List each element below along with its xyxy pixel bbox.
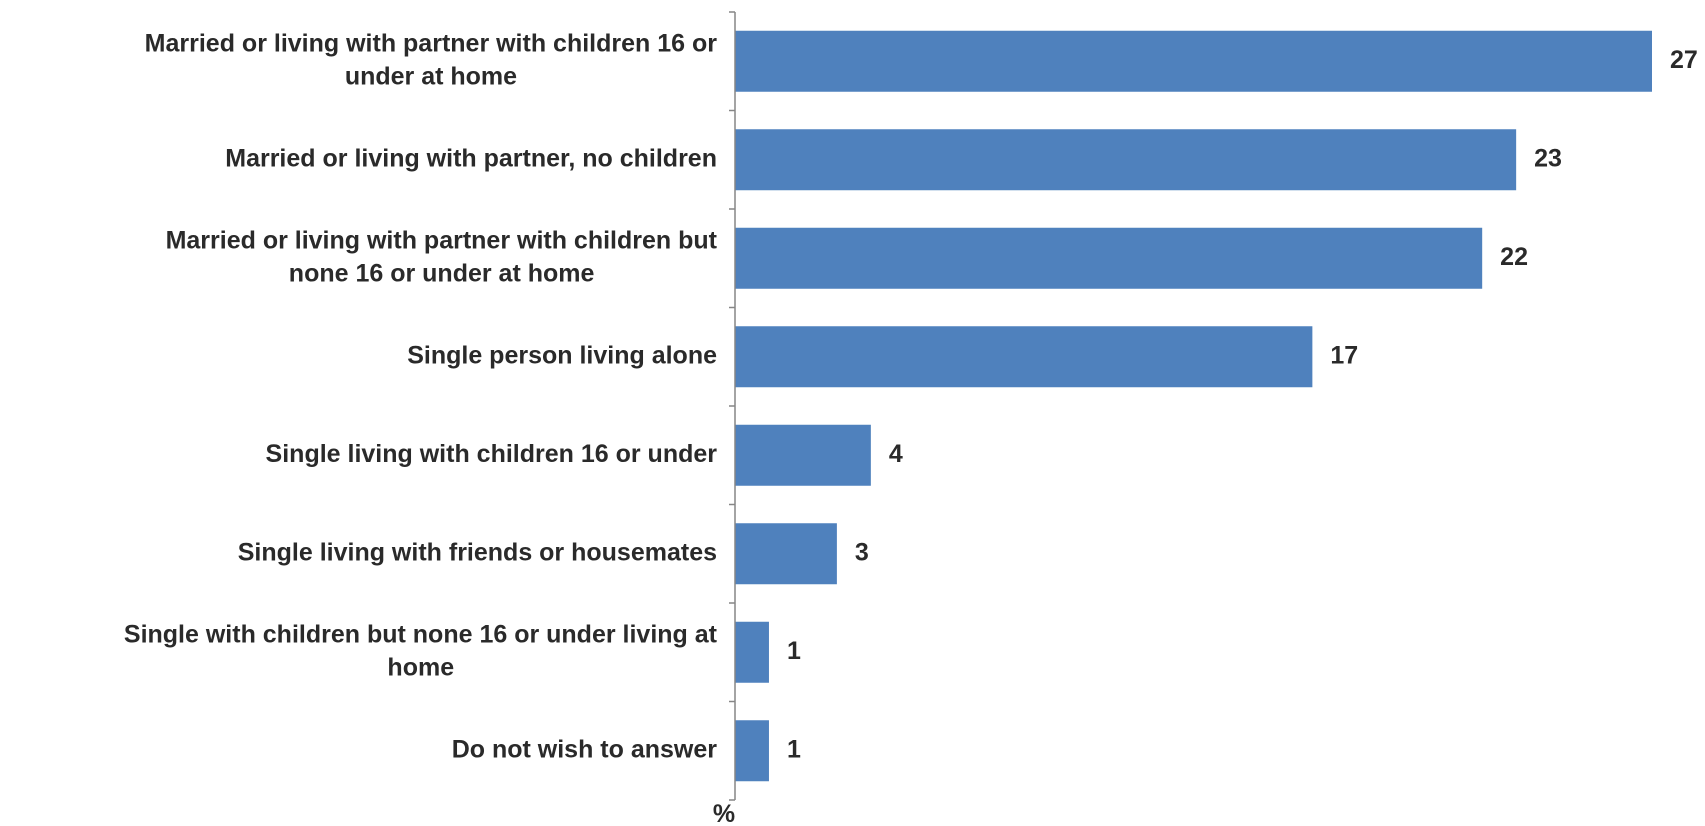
bar-value-label: 17 <box>1330 341 1358 369</box>
bar-value-label: 23 <box>1534 144 1562 172</box>
category-label: Do not wish to answer <box>452 735 718 763</box>
bar <box>735 523 837 585</box>
bar-value-label: 1 <box>787 735 801 763</box>
bar <box>735 326 1313 388</box>
category-label: Single with children but none 16 or unde… <box>124 620 718 648</box>
bars-layer <box>735 30 1652 782</box>
bar-value-label: 4 <box>889 440 903 468</box>
category-labels: Married or living with partner with chil… <box>124 29 718 763</box>
y-axis <box>729 11 736 801</box>
category-label: none 16 or under at home <box>289 259 595 287</box>
bar <box>735 424 871 486</box>
bar-value-label: 1 <box>787 637 801 665</box>
bar <box>735 720 769 782</box>
bar-value-label: 3 <box>855 538 869 566</box>
bar <box>735 227 1483 289</box>
category-label: Married or living with partner with chil… <box>166 226 718 254</box>
bar-value-label: 27 <box>1670 46 1698 74</box>
bar <box>735 129 1517 191</box>
category-label: Single living with friends or housemates <box>238 538 717 566</box>
bar-value-label: 22 <box>1500 243 1528 271</box>
category-label: Married or living with partner, no child… <box>225 144 717 172</box>
value-labels: 27 23 22 17 4 3 1 1 <box>787 46 1698 764</box>
unit-label: % <box>713 800 735 826</box>
category-label: Married or living with partner with chil… <box>145 29 718 57</box>
category-label: Single person living alone <box>407 341 717 369</box>
bar <box>735 30 1652 92</box>
category-label: under at home <box>345 62 517 90</box>
category-label: home <box>387 653 454 681</box>
bar <box>735 621 769 683</box>
category-label: Single living with children 16 or under <box>266 440 718 468</box>
